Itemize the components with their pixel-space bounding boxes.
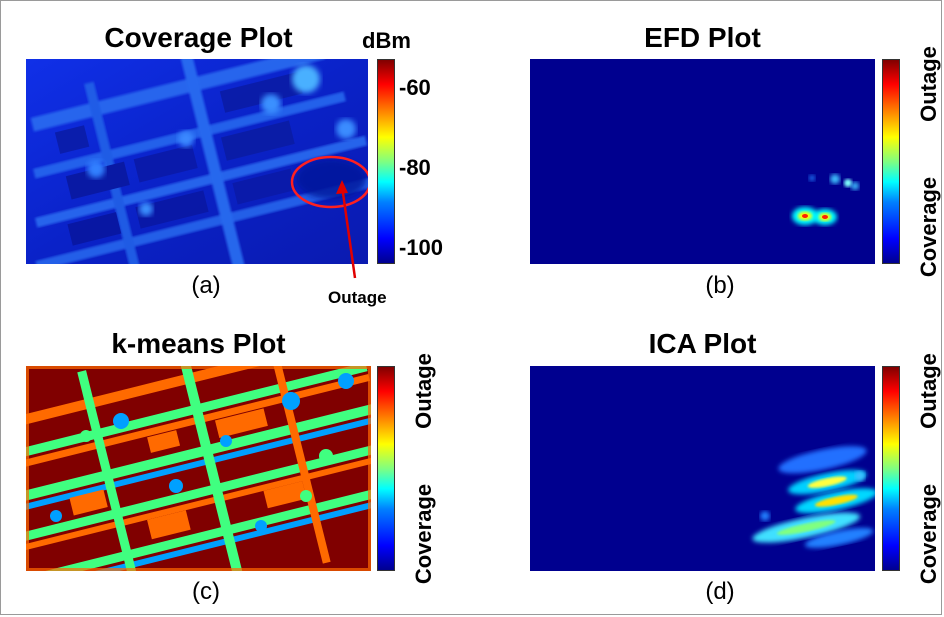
panel-c-colorbar-coverage: Coverage <box>411 483 436 585</box>
panel-a-title: Coverage Plot <box>104 22 293 53</box>
outage-circle <box>290 155 368 209</box>
panel-d-colorbar-coverage: Coverage <box>916 483 941 585</box>
panel-d-title: ICA Plot <box>648 328 757 359</box>
panel-a-colorbar <box>377 59 395 264</box>
panel-c-colorbar-outage: Outage <box>411 353 436 429</box>
panel-c-title: k-means Plot <box>111 328 286 359</box>
panel-d-caption: (d) <box>705 578 735 605</box>
panel-d-colorbar-outage: Outage <box>916 353 941 429</box>
panel-a-colorbar-unit: dBm <box>362 28 411 53</box>
panel-c-kmeans-map <box>26 366 371 571</box>
panel-c-colorbar <box>377 366 395 571</box>
panel-d-ica-map <box>530 366 875 571</box>
panel-c-caption: (c) <box>192 578 220 605</box>
panel-b-title: EFD Plot <box>644 22 761 53</box>
panel-b-colorbar <box>882 59 900 264</box>
panel-b-caption: (b) <box>705 272 735 299</box>
panel-b-colorbar-coverage: Coverage <box>916 176 941 278</box>
outage-arrow <box>336 180 357 279</box>
panel-a-coverage-map <box>26 59 368 264</box>
panel-a-tick-minus80: -80 <box>399 155 431 180</box>
panel-a-caption: (a) <box>191 272 221 299</box>
panel-a-tick-minus100: -100 <box>399 235 444 260</box>
panel-a-tick-minus60: -60 <box>399 75 431 100</box>
panel-b-colorbar-outage: Outage <box>916 46 941 122</box>
panel-d-colorbar <box>882 366 900 571</box>
outage-annotation: Outage <box>328 288 387 307</box>
panel-b-efd-map <box>530 59 875 264</box>
